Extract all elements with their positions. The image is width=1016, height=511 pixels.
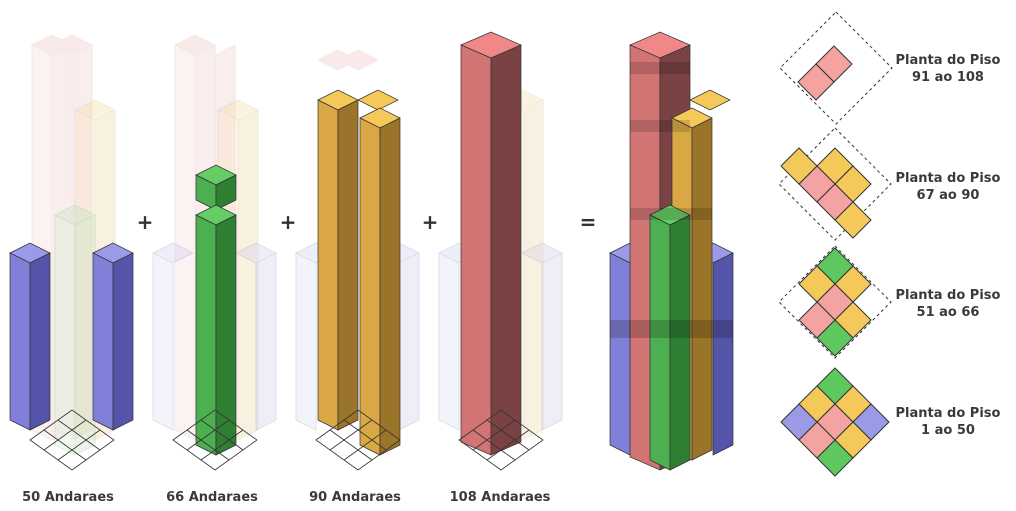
red-prism [460, 31, 522, 456]
plan-label-51-66: Planta do Piso 51 ao 66 [878, 287, 1016, 321]
green-prism [195, 164, 237, 456]
plan-label-line2: 1 ao 50 [921, 423, 975, 438]
plan-label-line1: Planta do Piso [895, 288, 1001, 303]
plan-67-90 [778, 127, 892, 241]
floor-grid [29, 409, 115, 471]
plan-label-67-90: Planta do Piso 67 ao 90 [878, 170, 1016, 204]
equals-operator: = [579, 210, 597, 234]
tower-108-floors [437, 31, 564, 471]
tower-label-50: 50 Andaraes [22, 490, 114, 505]
yellow-prisms [317, 89, 401, 456]
floor-grid [172, 409, 258, 471]
tower-label-66: 66 Andaraes [166, 490, 258, 505]
ghost-red-prisms [316, 49, 380, 71]
plan-label-line1: Planta do Piso [895, 171, 1001, 186]
tower-label-90: 90 Andaraes [309, 490, 401, 505]
floor-grid [458, 409, 544, 471]
plan-51-66 [778, 245, 892, 359]
tower-50-floors [9, 34, 134, 471]
combined-tower [609, 31, 734, 471]
plan-label-line1: Planta do Piso [895, 406, 1001, 421]
floor-grid [315, 409, 401, 471]
tower-label-108: 108 Andaraes [449, 490, 551, 505]
plus-operator-2: + [279, 210, 297, 234]
ghost-blue-prisms [151, 242, 278, 431]
blue-prism-right [92, 242, 134, 431]
plan-1-50 [780, 367, 890, 477]
ghost-green-prism [53, 204, 97, 456]
tower-90-floors [294, 49, 421, 471]
plus-operator-1: + [136, 210, 154, 234]
plan-label-line2: 67 ao 90 [916, 188, 980, 203]
plan-91-108 [779, 11, 893, 125]
plan-label-line2: 51 ao 66 [916, 305, 980, 320]
plus-operator-3: + [421, 210, 439, 234]
tower-66-floors [151, 34, 278, 471]
plan-label-line1: Planta do Piso [895, 53, 1001, 68]
plan-label-line2: 91 ao 108 [912, 70, 984, 85]
plan-label-91-108: Planta do Piso 91 ao 108 [878, 52, 1016, 86]
blue-prism-left [9, 242, 51, 431]
plan-label-1-50: Planta do Piso 1 ao 50 [878, 405, 1016, 439]
